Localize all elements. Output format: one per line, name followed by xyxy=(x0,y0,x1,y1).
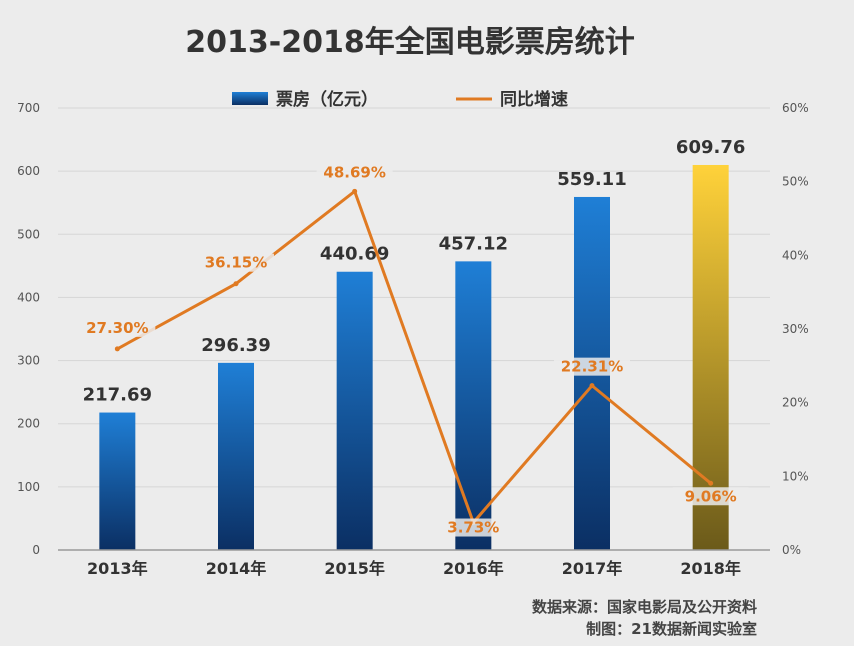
y-right-tick-label: 60% xyxy=(782,101,809,115)
legend: 票房（亿元） 同比增速 xyxy=(232,89,568,110)
x-tick-label: 2016年 xyxy=(443,559,504,578)
growth-line-series xyxy=(114,188,714,526)
bar-value-label: 457.12 xyxy=(439,233,508,254)
y-left-tick-label: 300 xyxy=(17,354,40,368)
bar xyxy=(336,271,373,550)
x-tick-label: 2017年 xyxy=(562,559,623,578)
y-right-tick-label: 20% xyxy=(782,396,809,410)
x-tick-label: 2015年 xyxy=(324,559,385,578)
growth-value-label: 36.15% xyxy=(205,254,267,272)
growth-value-label: 9.06% xyxy=(685,487,737,505)
x-tick-label: 2018年 xyxy=(680,559,741,578)
growth-line xyxy=(116,188,712,526)
y-left-tick-label: 600 xyxy=(17,164,40,178)
grid xyxy=(58,107,770,551)
y-right-tick-label: 50% xyxy=(782,175,809,189)
y-right-tick-label: 10% xyxy=(782,469,809,483)
growth-label-bg xyxy=(316,163,393,182)
bar xyxy=(218,362,254,550)
chart-title: 2013-2018年全国电影票房统计 xyxy=(185,25,634,60)
y-left-tick-label: 500 xyxy=(17,227,40,241)
growth-label-bg xyxy=(198,253,274,272)
y-axis-left: 0 100 200 300 400 500 600 700 xyxy=(17,101,40,557)
growth-point xyxy=(114,346,120,352)
x-tick-label: 2014年 xyxy=(206,559,267,578)
growth-point xyxy=(352,188,358,194)
bar-value-label: 217.69 xyxy=(83,385,152,406)
bar xyxy=(99,412,136,550)
bar xyxy=(692,164,729,551)
growth-value-label: 22.31% xyxy=(561,358,623,376)
bar-value-label: 296.39 xyxy=(201,335,270,356)
bar-value-label: 559.11 xyxy=(557,169,626,190)
growth-label-bg xyxy=(435,518,512,537)
y-right-tick-label: 30% xyxy=(782,322,809,336)
source-line-1: 数据来源：国家电影局及公开资料 xyxy=(532,598,757,616)
growth-value-label: 27.30% xyxy=(86,319,148,337)
bar xyxy=(455,261,492,550)
x-axis: 2013年 2014年 2015年 2016年 2017年 2018年 xyxy=(58,549,770,578)
y-left-tick-label: 0 xyxy=(32,543,40,557)
growth-value-label: 3.73% xyxy=(447,519,499,537)
y-left-tick-label: 700 xyxy=(17,101,40,115)
y-left-tick-label: 400 xyxy=(17,290,40,304)
growth-label-bg xyxy=(554,357,630,376)
growth-value-label: 48.69% xyxy=(323,163,385,181)
y-left-tick-label: 200 xyxy=(17,417,40,431)
bar-labels: 217.69 296.39 440.69 457.12 559.11 609.76 xyxy=(83,137,746,406)
growth-point xyxy=(233,281,239,287)
source-line-2: 制图：21数据新闻实验室 xyxy=(586,620,757,638)
legend-bar-label: 票房（亿元） xyxy=(276,89,378,110)
bar-value-label: 440.69 xyxy=(320,244,389,265)
growth-label-bg xyxy=(672,487,749,506)
y-left-tick-label: 100 xyxy=(17,480,40,494)
growth-point xyxy=(708,480,714,486)
y-right-tick-label: 0% xyxy=(782,543,801,557)
growth-labels: 27.30% 36.15% 48.69% 3.73% 22.31% 9.06% xyxy=(79,163,749,537)
bar-value-label: 609.76 xyxy=(676,137,745,158)
growth-point xyxy=(589,383,595,389)
legend-bar-swatch xyxy=(232,92,268,105)
growth-label-bg xyxy=(79,318,156,337)
bars xyxy=(99,164,729,551)
legend-line-label: 同比增速 xyxy=(500,89,568,110)
x-tick-label: 2013年 xyxy=(87,559,148,578)
y-right-tick-label: 40% xyxy=(782,248,809,262)
y-axis-right: 0% 10% 20% 30% 40% 50% 60% xyxy=(782,101,809,557)
